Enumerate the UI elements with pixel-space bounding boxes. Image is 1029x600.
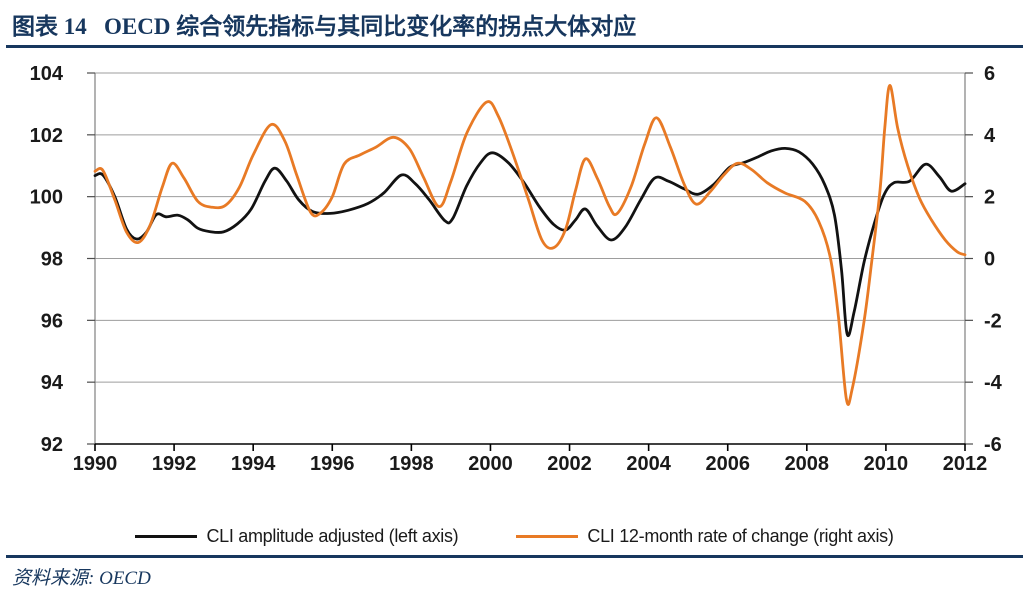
y-axis-right-tick-label: -6 bbox=[984, 434, 1002, 456]
y-axis-right-tick-label: 6 bbox=[984, 63, 995, 85]
x-axis-tick-label: 2010 bbox=[864, 453, 909, 475]
x-axis-tick-label: 1998 bbox=[389, 453, 434, 475]
y-axis-right-tick-label: 4 bbox=[984, 125, 996, 147]
y-axis-left-tick-label: 100 bbox=[30, 187, 63, 209]
series-line-cli-amplitude bbox=[93, 146, 967, 338]
orange-line-swatch bbox=[516, 534, 579, 538]
x-axis-tick-label: 1992 bbox=[152, 453, 197, 475]
y-axis-left-tick-label: 98 bbox=[41, 249, 63, 271]
y-axis-right-tick-label: -4 bbox=[984, 372, 1003, 394]
x-axis-tick-label: 2006 bbox=[705, 453, 750, 475]
y-axis-left-tick-label: 94 bbox=[41, 372, 64, 394]
x-axis-tick-label: 2000 bbox=[468, 453, 513, 475]
chart-legend: CLI amplitude adjusted (left axis) CLI 1… bbox=[0, 523, 1029, 549]
y-axis-right-tick-label: 2 bbox=[984, 187, 995, 209]
black-line-swatch bbox=[135, 534, 198, 538]
legend-item-cli-rate: CLI 12-month rate of change (right axis) bbox=[516, 525, 894, 547]
legend-label: CLI amplitude adjusted (left axis) bbox=[206, 525, 459, 546]
series-line-cli-rate-of-change bbox=[93, 84, 967, 406]
x-axis-tick-label: 2002 bbox=[547, 453, 592, 475]
footer-divider bbox=[6, 555, 1023, 558]
x-axis-tick-label: 2012 bbox=[943, 453, 988, 475]
x-axis-tick-label: 2004 bbox=[626, 453, 671, 475]
x-axis-tick-label: 1990 bbox=[73, 453, 118, 475]
y-axis-left-tick-label: 104 bbox=[30, 63, 64, 85]
chart-title: 图表 14 OECD 综合领先指标与其同比变化率的拐点大体对应 bbox=[12, 14, 637, 39]
y-axis-right-tick-label: 0 bbox=[984, 249, 995, 271]
chart-canvas: 104 102 100 98 96 94 92 6 4 2 0 -2 -4 -6 1990 1992 1994 1… bbox=[30, 63, 1003, 475]
y-axis-left-tick-label: 92 bbox=[41, 434, 63, 456]
x-axis-tick-label: 2008 bbox=[785, 453, 830, 475]
y-axis-left-tick-label: 102 bbox=[30, 125, 63, 147]
title-divider bbox=[6, 45, 1023, 48]
y-axis-right-tick-label: -2 bbox=[984, 310, 1002, 332]
x-axis-tick-label: 1996 bbox=[310, 453, 355, 475]
source-note: 资料来源: OECD bbox=[12, 568, 151, 589]
legend-item-cli-amplitude: CLI amplitude adjusted (left axis) bbox=[135, 525, 459, 547]
y-axis-left-tick-label: 96 bbox=[41, 310, 63, 332]
legend-label: CLI 12-month rate of change (right axis) bbox=[587, 525, 894, 546]
x-axis-tick-label: 1994 bbox=[231, 453, 276, 475]
